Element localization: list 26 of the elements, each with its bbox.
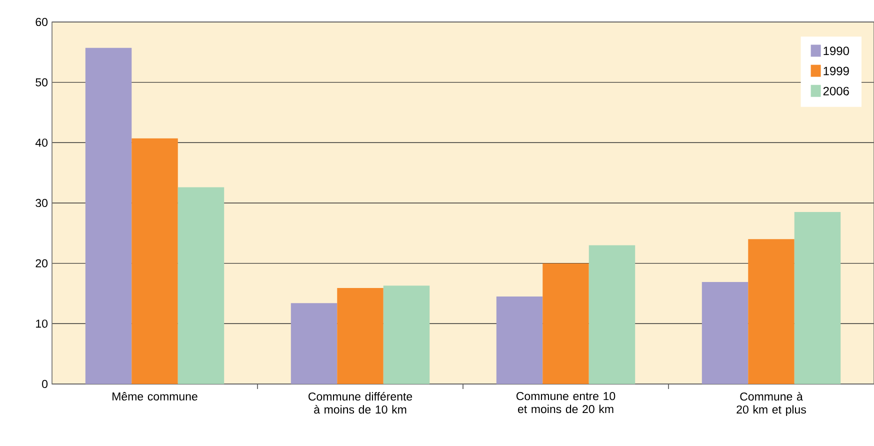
bar (290, 303, 338, 384)
y-tick-label: 20 (36, 259, 48, 268)
x-tick-label: Même commune (112, 392, 198, 400)
bar (496, 296, 543, 384)
y-tick-label: 40 (35, 138, 48, 147)
legend-label: 1999 (824, 66, 849, 76)
legend-label: 2006 (823, 86, 849, 96)
x-tick-label: Commune entre 10 et moins de 20 km (516, 392, 616, 414)
bar (542, 263, 589, 384)
bar (383, 286, 430, 384)
bar (748, 239, 794, 384)
y-tick-label: 50 (36, 78, 48, 86)
y-tick-label: 60 (36, 18, 48, 26)
bar (702, 282, 748, 384)
x-tick-label: Commune différente à moins de 10 km (308, 392, 412, 414)
y-tick-label: 30 (36, 198, 48, 208)
bar (85, 48, 132, 384)
x-tick-label: Commune à 20 km et plus (736, 392, 806, 416)
bar (337, 288, 384, 384)
bar (794, 212, 841, 384)
y-tick-label: 10 (36, 320, 48, 328)
bar (588, 245, 636, 384)
bar (132, 138, 178, 384)
legend-label: 1990 (824, 46, 850, 56)
y-tick-label: 0 (42, 380, 48, 388)
bar (178, 187, 224, 384)
